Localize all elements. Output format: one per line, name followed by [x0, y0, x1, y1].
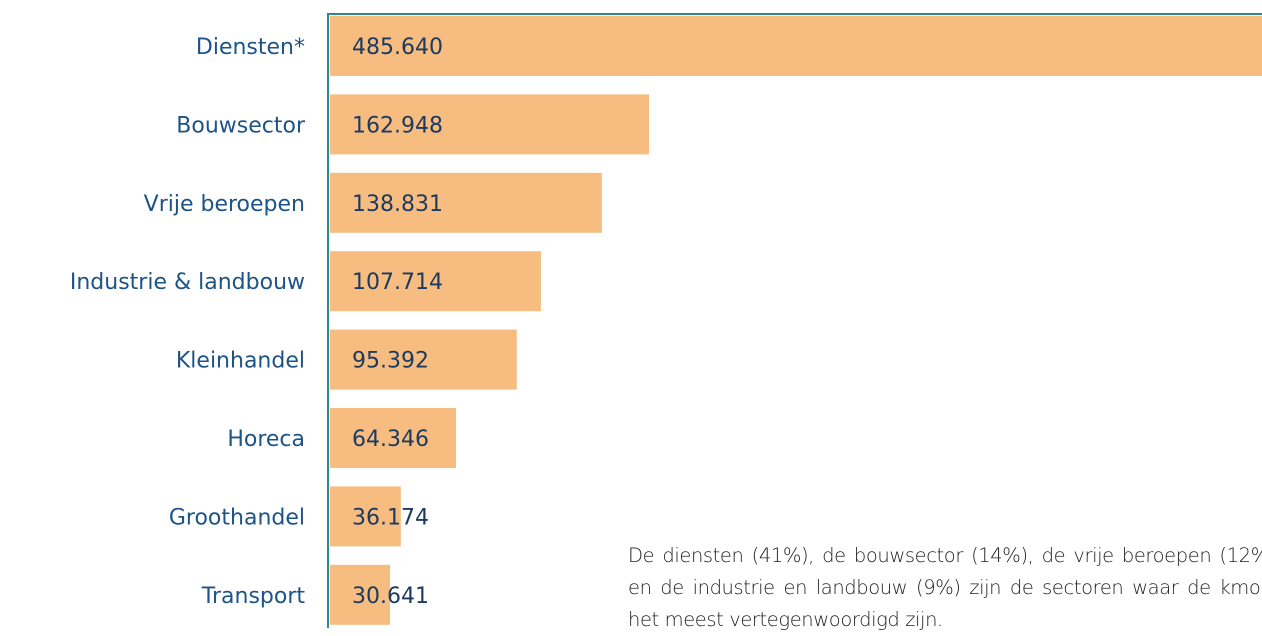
value-label: 485.640 — [352, 35, 443, 60]
bar — [330, 564, 390, 625]
y-tick-label: Diensten* — [196, 35, 305, 60]
value-label: 36.174 — [352, 505, 429, 530]
bar — [330, 486, 401, 547]
y-tick-label: Kleinhandel — [176, 349, 305, 374]
annotation: De diensten (41%), de bouwsector (14%), … — [628, 544, 1262, 631]
value-label: 95.392 — [352, 349, 429, 374]
y-tick-label: Groothandel — [169, 505, 305, 530]
y-tick-label: Bouwsector — [176, 113, 306, 138]
y-tick-label: Horeca — [227, 427, 305, 452]
bar — [330, 16, 1262, 76]
y-tick-label: Industrie & landbouw — [70, 270, 305, 295]
bar — [330, 408, 456, 468]
bar — [330, 94, 650, 155]
value-label: 30.641 — [352, 584, 429, 609]
value-label: 138.831 — [352, 192, 443, 217]
bar — [330, 172, 602, 233]
bar — [330, 329, 517, 390]
y-tick-label: Vrije beroepen — [144, 192, 305, 217]
value-label: 64.346 — [352, 427, 429, 452]
value-label: 162.948 — [352, 113, 443, 138]
value-label: 107.714 — [352, 270, 443, 295]
bar — [330, 251, 541, 312]
y-tick-label: Transport — [201, 584, 306, 609]
